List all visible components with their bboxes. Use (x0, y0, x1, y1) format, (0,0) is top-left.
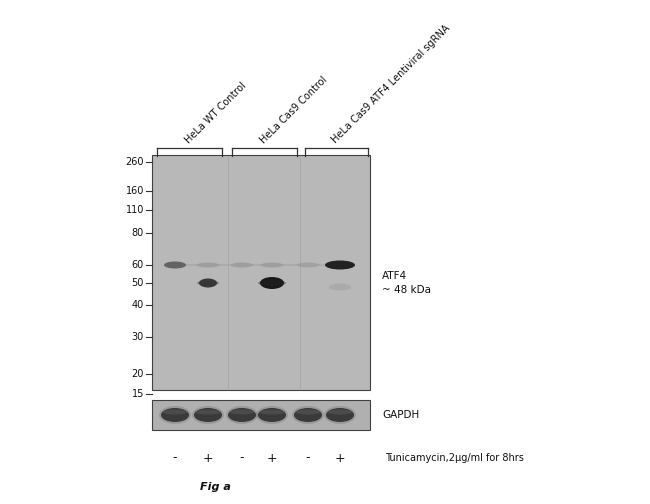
Ellipse shape (199, 279, 217, 287)
Ellipse shape (325, 261, 355, 270)
Ellipse shape (328, 409, 352, 414)
Ellipse shape (159, 406, 191, 424)
Text: GAPDH: GAPDH (382, 410, 419, 420)
Text: +: + (203, 452, 213, 465)
Ellipse shape (194, 408, 222, 422)
Ellipse shape (192, 406, 224, 424)
Ellipse shape (294, 408, 322, 422)
Ellipse shape (228, 408, 256, 422)
Text: 80: 80 (132, 228, 144, 238)
Ellipse shape (196, 409, 220, 414)
Ellipse shape (226, 406, 258, 424)
Ellipse shape (256, 406, 288, 424)
Ellipse shape (231, 263, 253, 268)
Ellipse shape (162, 409, 187, 414)
Ellipse shape (296, 409, 320, 414)
Text: 30: 30 (132, 332, 144, 342)
Ellipse shape (258, 280, 286, 286)
Bar (152, 400, 370, 430)
Ellipse shape (324, 406, 356, 424)
Text: Tunicamycin,2μg/ml for 8hrs: Tunicamycin,2μg/ml for 8hrs (385, 453, 524, 463)
Ellipse shape (261, 263, 283, 268)
Text: -: - (306, 452, 310, 465)
Text: 60: 60 (132, 260, 144, 270)
Text: 20: 20 (131, 369, 144, 379)
Text: 15: 15 (131, 389, 144, 399)
Ellipse shape (197, 263, 219, 268)
Text: 160: 160 (125, 186, 144, 196)
Ellipse shape (164, 262, 186, 269)
Text: 40: 40 (132, 300, 144, 310)
Text: +: + (266, 452, 278, 465)
Text: HeLa Cas9 ATF4 Lentiviral sgRNA: HeLa Cas9 ATF4 Lentiviral sgRNA (330, 23, 452, 145)
Text: +: + (335, 452, 345, 465)
Ellipse shape (258, 408, 286, 422)
Bar (152, 155, 370, 390)
Ellipse shape (229, 409, 255, 414)
Ellipse shape (260, 277, 284, 289)
Text: -: - (173, 452, 177, 465)
Text: Fig a: Fig a (200, 482, 231, 492)
Ellipse shape (326, 408, 354, 422)
Ellipse shape (197, 281, 219, 285)
Text: -: - (240, 452, 244, 465)
Text: HeLa Cas9 Control: HeLa Cas9 Control (258, 74, 329, 145)
Ellipse shape (292, 406, 324, 424)
Text: 260: 260 (125, 157, 144, 167)
Ellipse shape (259, 409, 285, 414)
Ellipse shape (161, 408, 189, 422)
Text: HeLa WT Control: HeLa WT Control (183, 80, 248, 145)
Text: ATF4
~ 48 kDa: ATF4 ~ 48 kDa (382, 271, 431, 295)
Text: 50: 50 (131, 278, 144, 288)
Text: 110: 110 (125, 205, 144, 215)
Ellipse shape (297, 263, 319, 268)
Ellipse shape (329, 283, 351, 290)
